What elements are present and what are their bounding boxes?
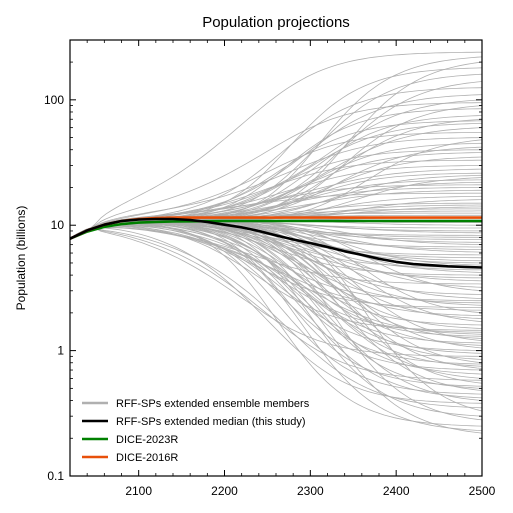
legend-label: DICE-2016R xyxy=(116,452,178,464)
ensemble-member-line xyxy=(70,227,482,403)
x-tick-label: 2500 xyxy=(469,484,496,498)
ensemble-member-line xyxy=(70,222,482,343)
plot-frame xyxy=(70,40,482,476)
y-tick-label: 1 xyxy=(57,344,64,358)
x-tick-label: 2300 xyxy=(297,484,324,498)
chart-title: Population projections xyxy=(202,14,350,31)
legend-label: DICE-2023R xyxy=(116,434,178,446)
x-tick-label: 2100 xyxy=(125,484,152,498)
ensemble-member-line xyxy=(70,223,482,426)
ensemble-member-line xyxy=(70,228,482,356)
x-tick-label: 2200 xyxy=(211,484,238,498)
y-tick-label: 100 xyxy=(44,93,64,107)
x-tick-label: 2400 xyxy=(383,484,410,498)
legend: RFF-SPs extended ensemble members RFF-SPs… xyxy=(82,398,310,464)
y-tick-label: 10 xyxy=(51,218,65,232)
legend-label: RFF-SPs extended ensemble members xyxy=(116,398,310,410)
ensemble-members xyxy=(70,52,482,433)
ensemble-member-line xyxy=(70,52,482,239)
y-tick-label: 0.1 xyxy=(47,469,64,483)
y-axis-label: Population (billions) xyxy=(14,206,28,311)
legend-label: RFF-SPs extended median (this study) xyxy=(116,416,306,428)
